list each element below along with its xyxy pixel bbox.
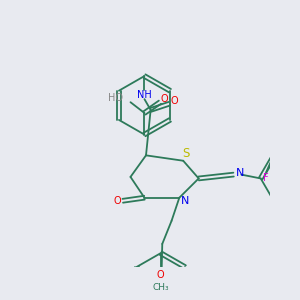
Text: N: N bbox=[181, 196, 190, 206]
Text: CH₃: CH₃ bbox=[152, 283, 169, 292]
Text: O: O bbox=[157, 270, 164, 280]
Text: O: O bbox=[113, 196, 121, 206]
Text: NH: NH bbox=[137, 90, 152, 100]
Text: N: N bbox=[236, 168, 244, 178]
Text: S: S bbox=[182, 146, 189, 160]
Text: F: F bbox=[263, 173, 269, 184]
Text: HO: HO bbox=[108, 93, 123, 103]
Text: O: O bbox=[171, 96, 178, 106]
Text: O: O bbox=[161, 94, 168, 104]
